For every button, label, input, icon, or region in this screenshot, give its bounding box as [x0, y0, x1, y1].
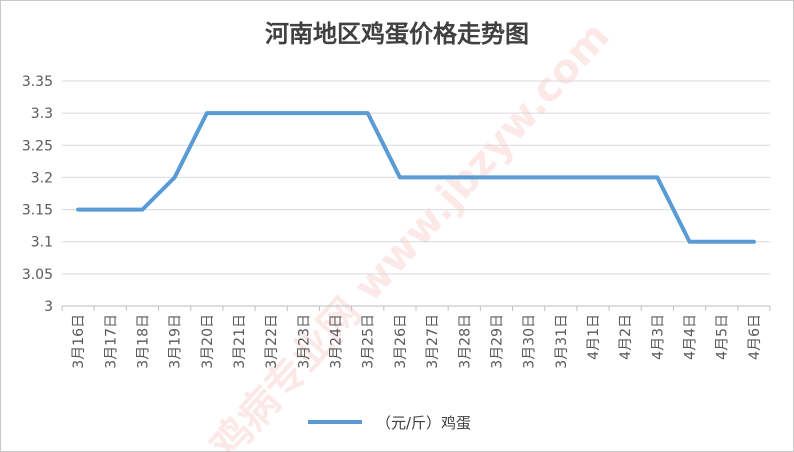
legend-swatch: [308, 420, 362, 424]
x-tick-label: 3月19日: [168, 314, 184, 369]
x-tick-label: 4月5日: [715, 314, 731, 360]
y-tick-label: 3.25: [22, 138, 53, 154]
legend: （元/斤）鸡蛋: [308, 410, 471, 434]
x-tick-label: 4月4日: [683, 314, 699, 360]
y-tick-label: 3.1: [31, 235, 53, 251]
series-layer: [76, 111, 756, 244]
legend-label: （元/斤）鸡蛋: [376, 413, 472, 432]
watermark-text: 鸡病专业网 www.jbzyw.com: [202, 14, 619, 452]
x-tick-label: 3月23日: [296, 314, 312, 369]
y-tick-label: 3.3: [31, 106, 53, 122]
x-tick-label: 3月28日: [457, 314, 473, 369]
x-tick-label: 3月20日: [200, 314, 216, 369]
y-tick-label: 3.35: [22, 74, 53, 90]
x-tick-label: 4月3日: [650, 314, 666, 360]
x-tick-label: 3月26日: [393, 314, 409, 369]
x-tick-label: 3月25日: [361, 314, 377, 369]
chart-title: 河南地区鸡蛋价格走势图: [265, 19, 529, 48]
x-tick-label: 3月30日: [522, 314, 538, 369]
x-tick-label: 3月24日: [329, 314, 345, 369]
tick-labels: 3 3.05 3.1 3.15 3.2 3.25 3.3 3.35 3月16日 3月17日 3月18…: [22, 74, 763, 369]
y-tick-label: 3: [44, 299, 53, 315]
x-tick-label: 3月17日: [103, 314, 119, 369]
y-tick-label: 3.05: [22, 267, 53, 283]
x-tick-label: 3月29日: [489, 314, 505, 369]
x-tick-label: 4月1日: [586, 314, 602, 360]
x-tick-label: 3月18日: [135, 314, 151, 369]
x-tick-label: 3月21日: [232, 314, 248, 369]
x-tick-label: 4月6日: [747, 314, 763, 360]
x-tick-label: 4月2日: [618, 314, 634, 360]
x-tick-label: 3月22日: [264, 314, 280, 369]
x-tick-label: 3月31日: [554, 314, 570, 369]
series-line: [76, 111, 756, 244]
x-tick-label: 3月27日: [425, 314, 441, 369]
y-tick-label: 3.15: [22, 203, 53, 219]
watermark: 鸡病专业网 www.jbzyw.com: [202, 14, 619, 452]
axes: [61, 305, 771, 311]
x-tick-label: 3月16日: [71, 314, 87, 369]
y-tick-label: 3.2: [31, 170, 53, 186]
